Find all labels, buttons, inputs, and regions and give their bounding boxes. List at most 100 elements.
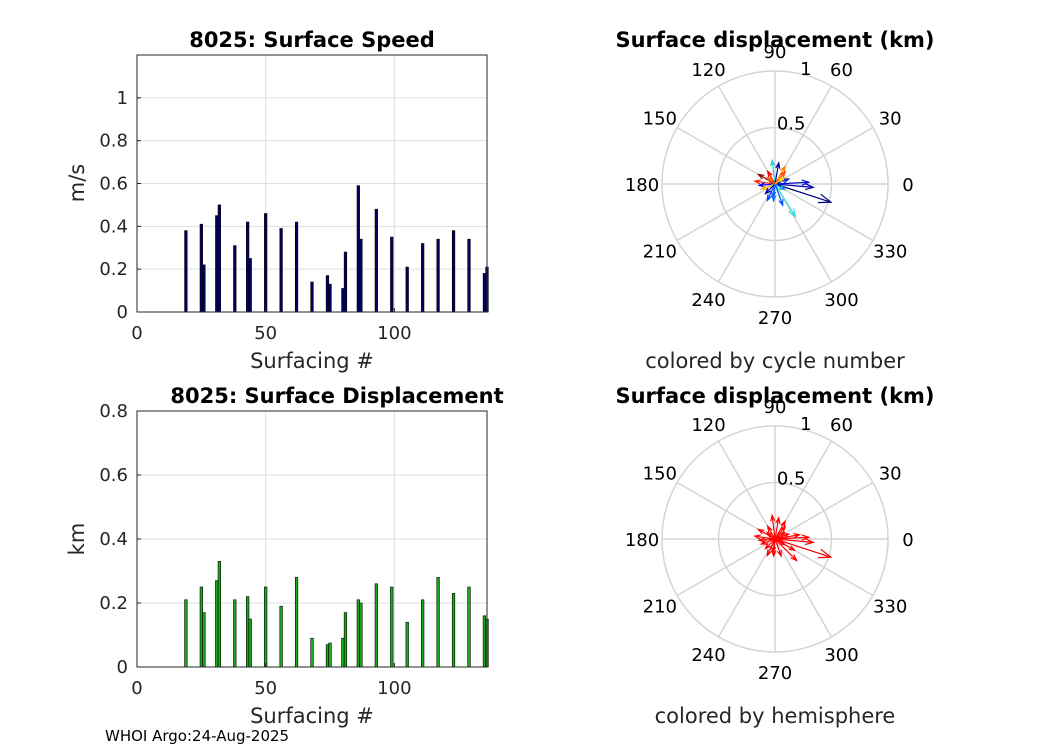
polar-cycle-vector-shaft <box>774 183 786 191</box>
polar-hemisphere-vector <box>766 524 776 540</box>
polar-hemisphere-vector-head <box>771 546 777 555</box>
polar-cycle-vector <box>765 176 776 185</box>
polar-hemisphere-vector <box>774 534 811 541</box>
polar-hemisphere-vector-head <box>801 534 811 541</box>
polar-cycle-vector-shaft <box>760 183 776 190</box>
speed-bar <box>217 204 221 313</box>
polar-cycle-grid: 0 30 60 90 120 150 180 210 240 270 300 330 0.5 1 <box>625 42 914 329</box>
polar-cycle-spoke <box>717 183 776 283</box>
polar-hemisphere-vector-head <box>775 516 781 524</box>
polar-cycle-angle-label: 90 <box>764 42 787 63</box>
polar-hemisphere-vector-head <box>793 533 802 539</box>
polar-cycle-vector-head <box>766 194 773 202</box>
displacement-bar <box>328 642 332 668</box>
polar-hemisphere-vector-shaft <box>774 532 785 540</box>
speed-bar <box>202 264 206 313</box>
polar-cycle-angle-label: 240 <box>691 290 725 311</box>
polar-hemisphere-vector-shaft <box>772 538 776 553</box>
polar-cycle-vector-head <box>780 164 787 173</box>
polar-hemisphere-chart: Surface displacement (km) 0 30 60 90 120 150 1… <box>615 384 934 728</box>
polar-cycle-vector-head <box>757 182 766 188</box>
polar-hemisphere-vector-head <box>757 537 766 543</box>
polar-hemisphere-angle-label: 90 <box>764 397 787 418</box>
polar-cycle-vector-head <box>756 173 765 180</box>
polar-hemisphere-ring-label: 0.5 <box>777 469 806 490</box>
polar-cycle-angle-label: 0 <box>902 175 913 196</box>
polar-hemisphere-angle-label: 60 <box>830 415 853 436</box>
speed-bar <box>199 223 203 313</box>
footer-text: WHOI Argo:24-Aug-2025 <box>105 727 289 745</box>
displacement-xtick-label: 100 <box>377 678 411 699</box>
polar-hemisphere-vector <box>771 538 777 555</box>
polar-hemisphere-vector-shaft <box>771 515 776 540</box>
displacement-chart: 0 50 100 0 0.2 0.4 0.6 0.8 8025: Surface Displa… <box>65 384 504 728</box>
polar-hemisphere-vector <box>757 537 776 543</box>
displacement-ticks: 0 50 100 0 0.2 0.4 0.6 0.8 <box>99 401 411 699</box>
polar-cycle-angle-label: 180 <box>625 175 659 196</box>
speed-xtick-label: 100 <box>377 323 411 344</box>
polar-cycle-spoke <box>774 183 833 283</box>
displacement-bar <box>421 599 425 668</box>
polar-hemisphere-vector-head <box>817 548 833 559</box>
displacement-bar <box>202 612 206 668</box>
polar-cycle-vector-head <box>765 176 774 183</box>
polar-cycle-vector <box>759 183 776 190</box>
polar-hemisphere-vector-shaft <box>774 538 782 557</box>
polar-hemisphere-vector-head <box>804 538 816 546</box>
displacement-bar <box>436 577 440 668</box>
speed-bar <box>279 228 283 313</box>
displacement-bar <box>217 561 221 668</box>
polar-cycle-vector-head <box>771 191 777 200</box>
polar-cycle-vector <box>766 169 776 185</box>
displacement-ytick-label: 0.2 <box>99 593 128 614</box>
polar-cycle-vector-head <box>779 170 787 178</box>
polar-cycle-vector <box>753 179 776 185</box>
polar-hemisphere-vector-head <box>753 534 761 540</box>
polar-hemisphere-vector <box>764 538 776 550</box>
polar-hemisphere-vector-shaft <box>764 538 776 550</box>
speed-bar <box>184 230 188 313</box>
polar-cycle-angle-label: 120 <box>691 60 725 81</box>
polar-cycle-vector <box>770 158 776 185</box>
polar-cycle-vector <box>774 183 833 204</box>
polar-hemisphere-angle-label: 330 <box>873 597 907 618</box>
polar-cycle-vector <box>774 183 797 219</box>
polar-hemisphere-vector <box>774 516 781 540</box>
speed-bar <box>374 208 378 313</box>
polar-hemisphere-vector-head <box>770 513 776 522</box>
polar-hemisphere-vector-head <box>790 554 798 562</box>
polar-hemisphere-vector-shaft <box>760 538 776 545</box>
speed-ticks: 0 50 100 0 0.2 0.4 0.6 0.8 1 <box>99 88 411 344</box>
polar-cycle-chart: Surface displacement (km) 0 30 60 90 120 150 1… <box>615 28 934 373</box>
displacement-ytick-label: 0 <box>117 657 128 678</box>
speed-xlabel: Surfacing # <box>250 349 374 373</box>
polar-cycle-vector-head <box>778 176 786 183</box>
polar-hemisphere-spoke <box>717 440 776 540</box>
polar-hemisphere-vector-head <box>766 524 773 533</box>
polar-cycle-vector-shaft <box>774 171 786 185</box>
polar-cycle-vector <box>774 170 787 185</box>
polar-hemisphere-vector <box>774 538 797 552</box>
speed-bar <box>436 238 440 313</box>
polar-cycle-vector <box>774 183 816 191</box>
speed-bar <box>248 258 252 313</box>
speed-bar <box>421 243 425 313</box>
polar-hemisphere-angle-label: 30 <box>879 464 902 485</box>
polar-cycle-vector-head <box>778 184 787 191</box>
polar-cycle-vector-shaft <box>774 183 784 206</box>
displacement-bar <box>184 599 188 668</box>
polar-hemisphere-vector <box>774 531 786 540</box>
displacement-bars <box>184 561 489 668</box>
speed-xtick-label: 0 <box>131 323 142 344</box>
speed-ytick-label: 0.8 <box>99 131 128 152</box>
polar-hemisphere-angle-label: 270 <box>758 663 792 684</box>
polar-hemisphere-spoke <box>676 538 776 597</box>
speed-grid <box>137 55 487 312</box>
polar-cycle-vector-head <box>788 208 797 219</box>
polar-cycle-vector <box>774 179 811 186</box>
displacement-bar <box>233 599 237 668</box>
polar-cycle-angle-label: 30 <box>879 109 902 130</box>
displacement-bar <box>482 615 487 668</box>
polar-cycle-vector-head <box>759 184 768 190</box>
polar-hemisphere-vector-shaft <box>759 538 776 541</box>
